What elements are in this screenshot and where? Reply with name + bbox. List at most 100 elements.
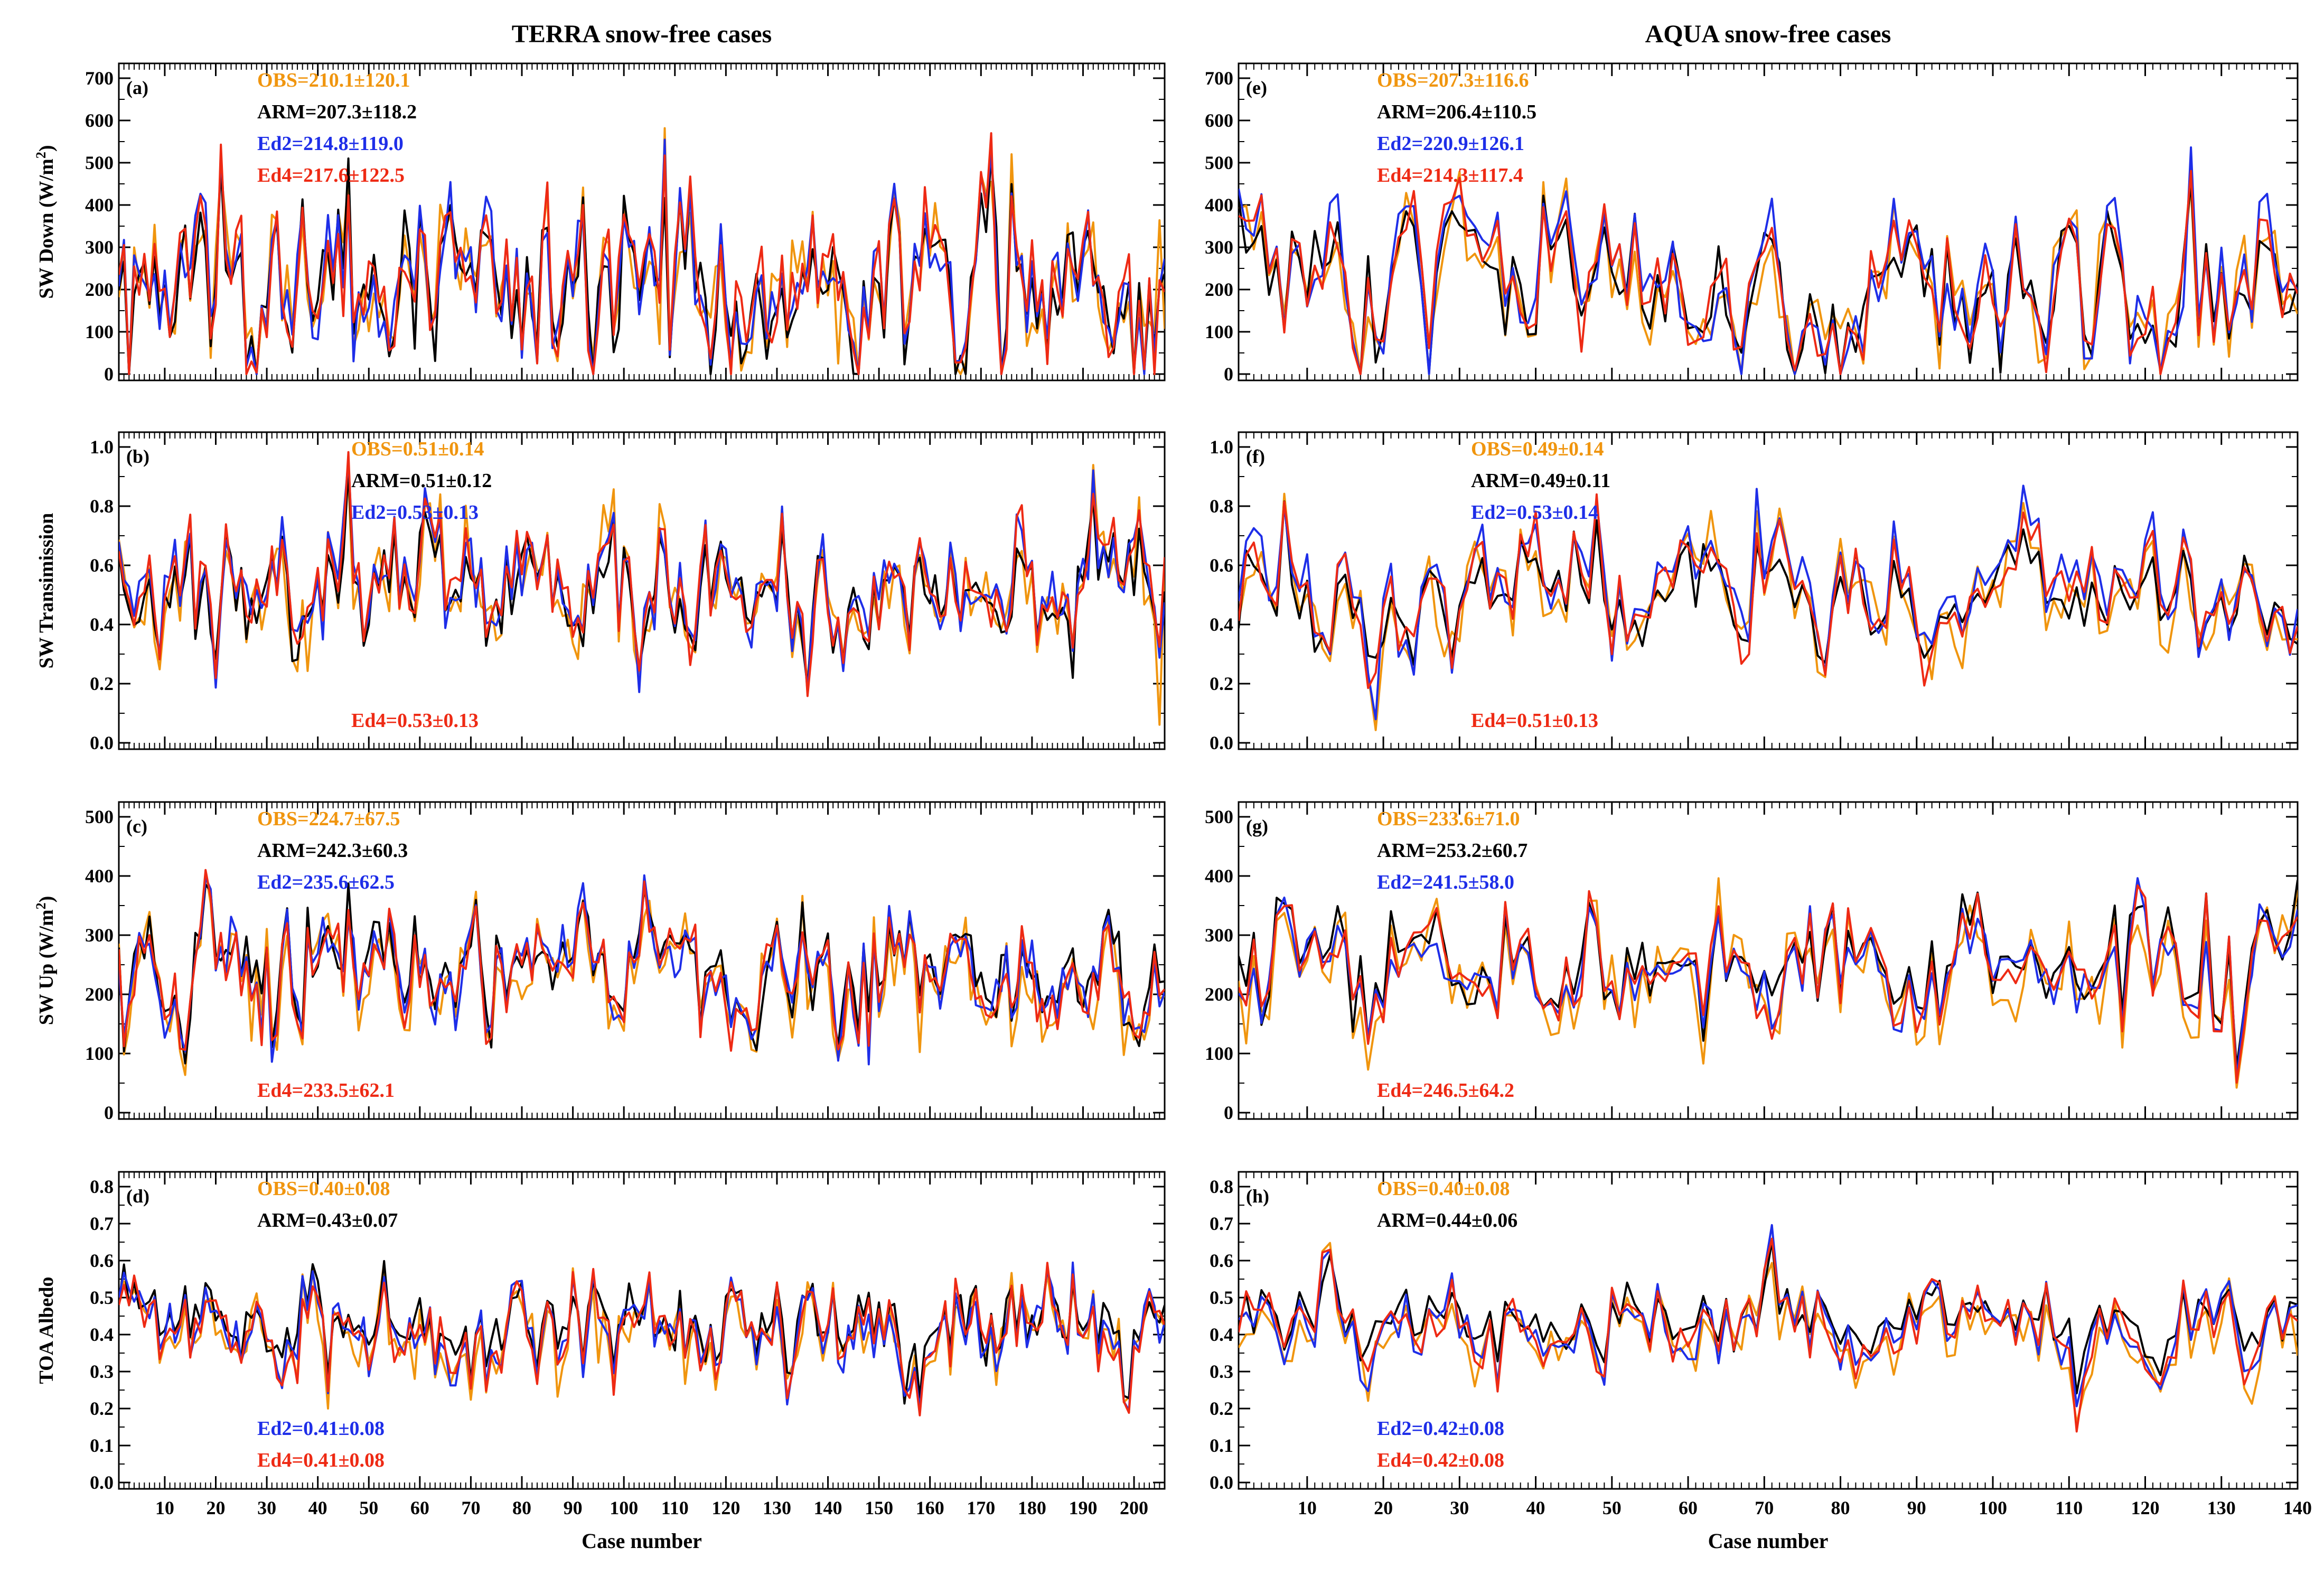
series-line-ed2	[1239, 146, 2298, 375]
y-axis-label: SW Transimission	[35, 513, 58, 669]
series-line-ed2	[119, 1261, 1165, 1412]
panel-g: 0 100 200 300 400 500 (g) OBS=233.6±71.0 ARM=253…	[1205, 801, 2299, 1123]
y-tick-label: 0.6	[90, 1250, 114, 1271]
x-tick-label: 10	[155, 1497, 174, 1518]
y-tick-label: 500	[85, 152, 114, 173]
x-tick-label: 40	[1526, 1497, 1545, 1518]
y-tick-label: 500	[85, 806, 114, 827]
x-tick-label: 100	[1979, 1497, 2007, 1518]
x-tick-label: 70	[1755, 1497, 1774, 1518]
series-line-arm	[1239, 181, 2298, 375]
series-line-arm	[119, 1260, 1165, 1405]
y-tick-label: 0.6	[1210, 1250, 1233, 1271]
x-tick-label: 130	[763, 1497, 791, 1518]
y-tick-label: 600	[85, 110, 114, 131]
y-tick-label: 500	[1205, 152, 1233, 173]
stat-ed4: Ed4=0.53±0.13	[351, 710, 479, 732]
y-tick-label: 0.8	[90, 496, 114, 517]
y-tick-label: 200	[85, 984, 114, 1005]
plot-frame	[118, 1171, 1166, 1490]
stat-obs: OBS=0.40±0.08	[1377, 1178, 1510, 1200]
x-tick-label: 50	[359, 1497, 378, 1518]
series-line-ed2	[1239, 484, 2298, 721]
stat-arm: ARM=207.3±118.2	[257, 101, 417, 123]
panel-label: (f)	[1246, 446, 1265, 467]
panel-label: (c)	[126, 816, 147, 837]
y-tick-label: 0.0	[1210, 1472, 1233, 1493]
y-tick-label: 0	[1224, 1102, 1233, 1123]
x-tick-label: 200	[1120, 1497, 1148, 1518]
stat-ed2: Ed2=214.8±119.0	[257, 133, 404, 155]
x-tick-label: 150	[865, 1497, 893, 1518]
y-tick-label: 100	[85, 1043, 114, 1064]
plot-frame	[1238, 801, 2299, 1120]
stat-ed2: Ed2=0.42±0.08	[1377, 1418, 1504, 1440]
stat-obs: OBS=207.3±116.6	[1377, 69, 1529, 91]
plot-frame	[1238, 62, 2299, 381]
stat-ed4: Ed4=0.41±0.08	[257, 1449, 385, 1471]
y-axis-label: SW Down (W/m2)	[33, 145, 58, 299]
x-tick-label: 190	[1069, 1497, 1097, 1518]
stat-ed2: Ed2=0.53±0.14	[1471, 501, 1598, 524]
y-tick-label: 0.1	[90, 1435, 114, 1456]
series-lines	[1239, 146, 2298, 375]
panel-label: (d)	[126, 1186, 149, 1207]
y-tick-label: 400	[85, 865, 114, 887]
stat-obs: OBS=0.40±0.08	[257, 1178, 390, 1200]
y-tick-label: 0	[104, 1102, 114, 1123]
x-tick-label: 80	[1831, 1497, 1850, 1518]
y-tick-label: 0.8	[1210, 1176, 1233, 1197]
column-title-terra-snow-free-cases: TERRA snow-free cases	[512, 20, 772, 48]
y-tick-label: 600	[1205, 110, 1233, 131]
x-tick-label: 20	[1374, 1497, 1393, 1518]
stat-ed4: Ed4=0.42±0.08	[1377, 1449, 1504, 1471]
panel-h: 0.0 0.1 0.2 0.3 0.4 0.5 0.6 0.7 0.8 10 20 30 40 50 60 7…	[1210, 1171, 2312, 1553]
x-tick-label: 30	[1450, 1497, 1469, 1518]
y-tick-label: 200	[85, 279, 114, 300]
series-line-ed4	[1239, 1237, 2298, 1433]
series-line-ed4	[119, 1262, 1165, 1416]
plot-frame	[118, 62, 1166, 381]
y-tick-label: 400	[1205, 194, 1233, 216]
x-tick-label: 120	[2131, 1497, 2160, 1518]
x-tick-label: 10	[1298, 1497, 1317, 1518]
panel-f: 0.0 0.2 0.4 0.6 0.8 1.0 (f) OBS=0.49±0.14 ARM=0.…	[1210, 431, 2299, 753]
stat-ed2: Ed2=0.53±0.13	[351, 501, 479, 524]
x-tick-label: 140	[2283, 1497, 2312, 1518]
x-tick-label: 170	[967, 1497, 995, 1518]
y-tick-label: 1.0	[90, 436, 114, 458]
stat-arm: ARM=253.2±60.7	[1377, 840, 1528, 862]
stat-ed2: Ed2=235.6±62.5	[257, 871, 395, 893]
x-tick-label: 100	[610, 1497, 638, 1518]
y-tick-label: 0.5	[90, 1287, 114, 1308]
y-tick-label: 0.5	[1210, 1287, 1233, 1308]
stat-arm: ARM=0.44±0.06	[1377, 1209, 1517, 1232]
plot-frame	[1238, 431, 2299, 750]
stat-ed4: Ed4=246.5±64.2	[1377, 1079, 1514, 1102]
column-titles: TERRA snow-free cases AQUA snow-free case…	[512, 20, 1891, 48]
series-lines	[119, 127, 1165, 375]
stat-obs: OBS=210.1±120.1	[257, 69, 410, 91]
y-axis-label: TOA Albedo	[35, 1276, 58, 1384]
y-tick-label: 0.7	[1210, 1213, 1233, 1234]
x-axis-label: Case number	[1708, 1529, 1829, 1553]
y-tick-label: 0.6	[1210, 555, 1233, 576]
y-tick-label: 400	[85, 194, 114, 216]
panel-b: 0.0 0.2 0.4 0.6 0.8 1.0 SW Transimission (b) OBS…	[35, 431, 1166, 753]
y-tick-label: 0.0	[1210, 732, 1233, 753]
series-line-arm	[1239, 1240, 2298, 1395]
series-lines	[119, 451, 1165, 726]
series-line-ed2	[119, 138, 1165, 375]
stat-obs: OBS=0.51±0.14	[351, 438, 484, 460]
y-tick-label: 200	[1205, 279, 1233, 300]
stat-arm: ARM=206.4±110.5	[1377, 101, 1536, 123]
y-tick-label: 0.3	[90, 1361, 114, 1382]
x-axis-label: Case number	[582, 1529, 702, 1553]
stat-ed2: Ed2=0.41±0.08	[257, 1418, 385, 1440]
y-tick-label: 400	[1205, 865, 1233, 887]
series-line-ed4	[1239, 170, 2298, 375]
x-tick-label: 70	[461, 1497, 480, 1518]
y-tick-label: 0.8	[90, 1176, 114, 1197]
